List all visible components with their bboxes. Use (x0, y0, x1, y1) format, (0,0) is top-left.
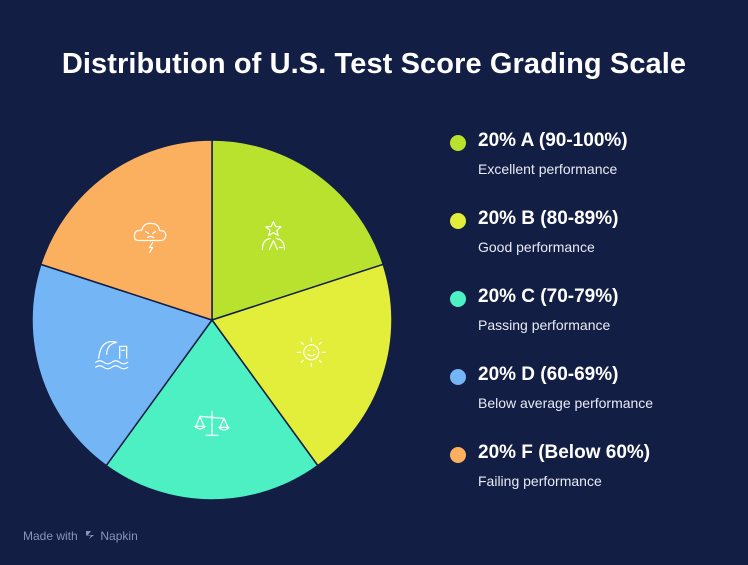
legend-label-f: 20% F (Below 60%) (478, 442, 651, 463)
legend-desc-b: Good performance (478, 239, 595, 255)
brand-label: Napkin (100, 529, 138, 543)
chart-title: Distribution of U.S. Test Score Grading … (61, 48, 687, 80)
pie-slice-a (211, 139, 385, 322)
legend-swatch-d (450, 369, 466, 385)
legend-label-c: 20% C (70-79%) (478, 286, 619, 307)
legend-swatch-a (450, 135, 466, 151)
made-with-label: Made with (23, 529, 78, 543)
legend-label-d: 20% D (60-69%) (478, 364, 619, 385)
legend-swatch-c (450, 291, 466, 307)
wave-flag-icon (95, 341, 129, 370)
smiling-sun-icon (296, 337, 326, 367)
pie-slice-f (39, 139, 213, 322)
legend-swatch-f (450, 447, 466, 463)
legend-desc-d: Below average performance (478, 395, 654, 411)
legend-desc-c: Passing performance (478, 317, 611, 333)
pie-slice-c (105, 318, 319, 501)
pie-slice-d (31, 263, 214, 467)
balance-scale-icon (194, 410, 230, 436)
legend-label-b: 20% B (80-89%) (478, 208, 619, 229)
star-person-icon (261, 220, 285, 251)
legend-label-a: 20% A (90-100%) (478, 130, 628, 151)
napkin-logo-icon (86, 531, 95, 539)
footer-attribution: Made with Napkin (23, 529, 138, 543)
storm-cloud-icon (133, 222, 167, 254)
legend-desc-f: Failing performance (478, 473, 602, 489)
legend-swatch-b (450, 213, 466, 229)
legend-desc-a: Excellent performance (478, 161, 618, 177)
pie-slice-b (210, 263, 393, 467)
